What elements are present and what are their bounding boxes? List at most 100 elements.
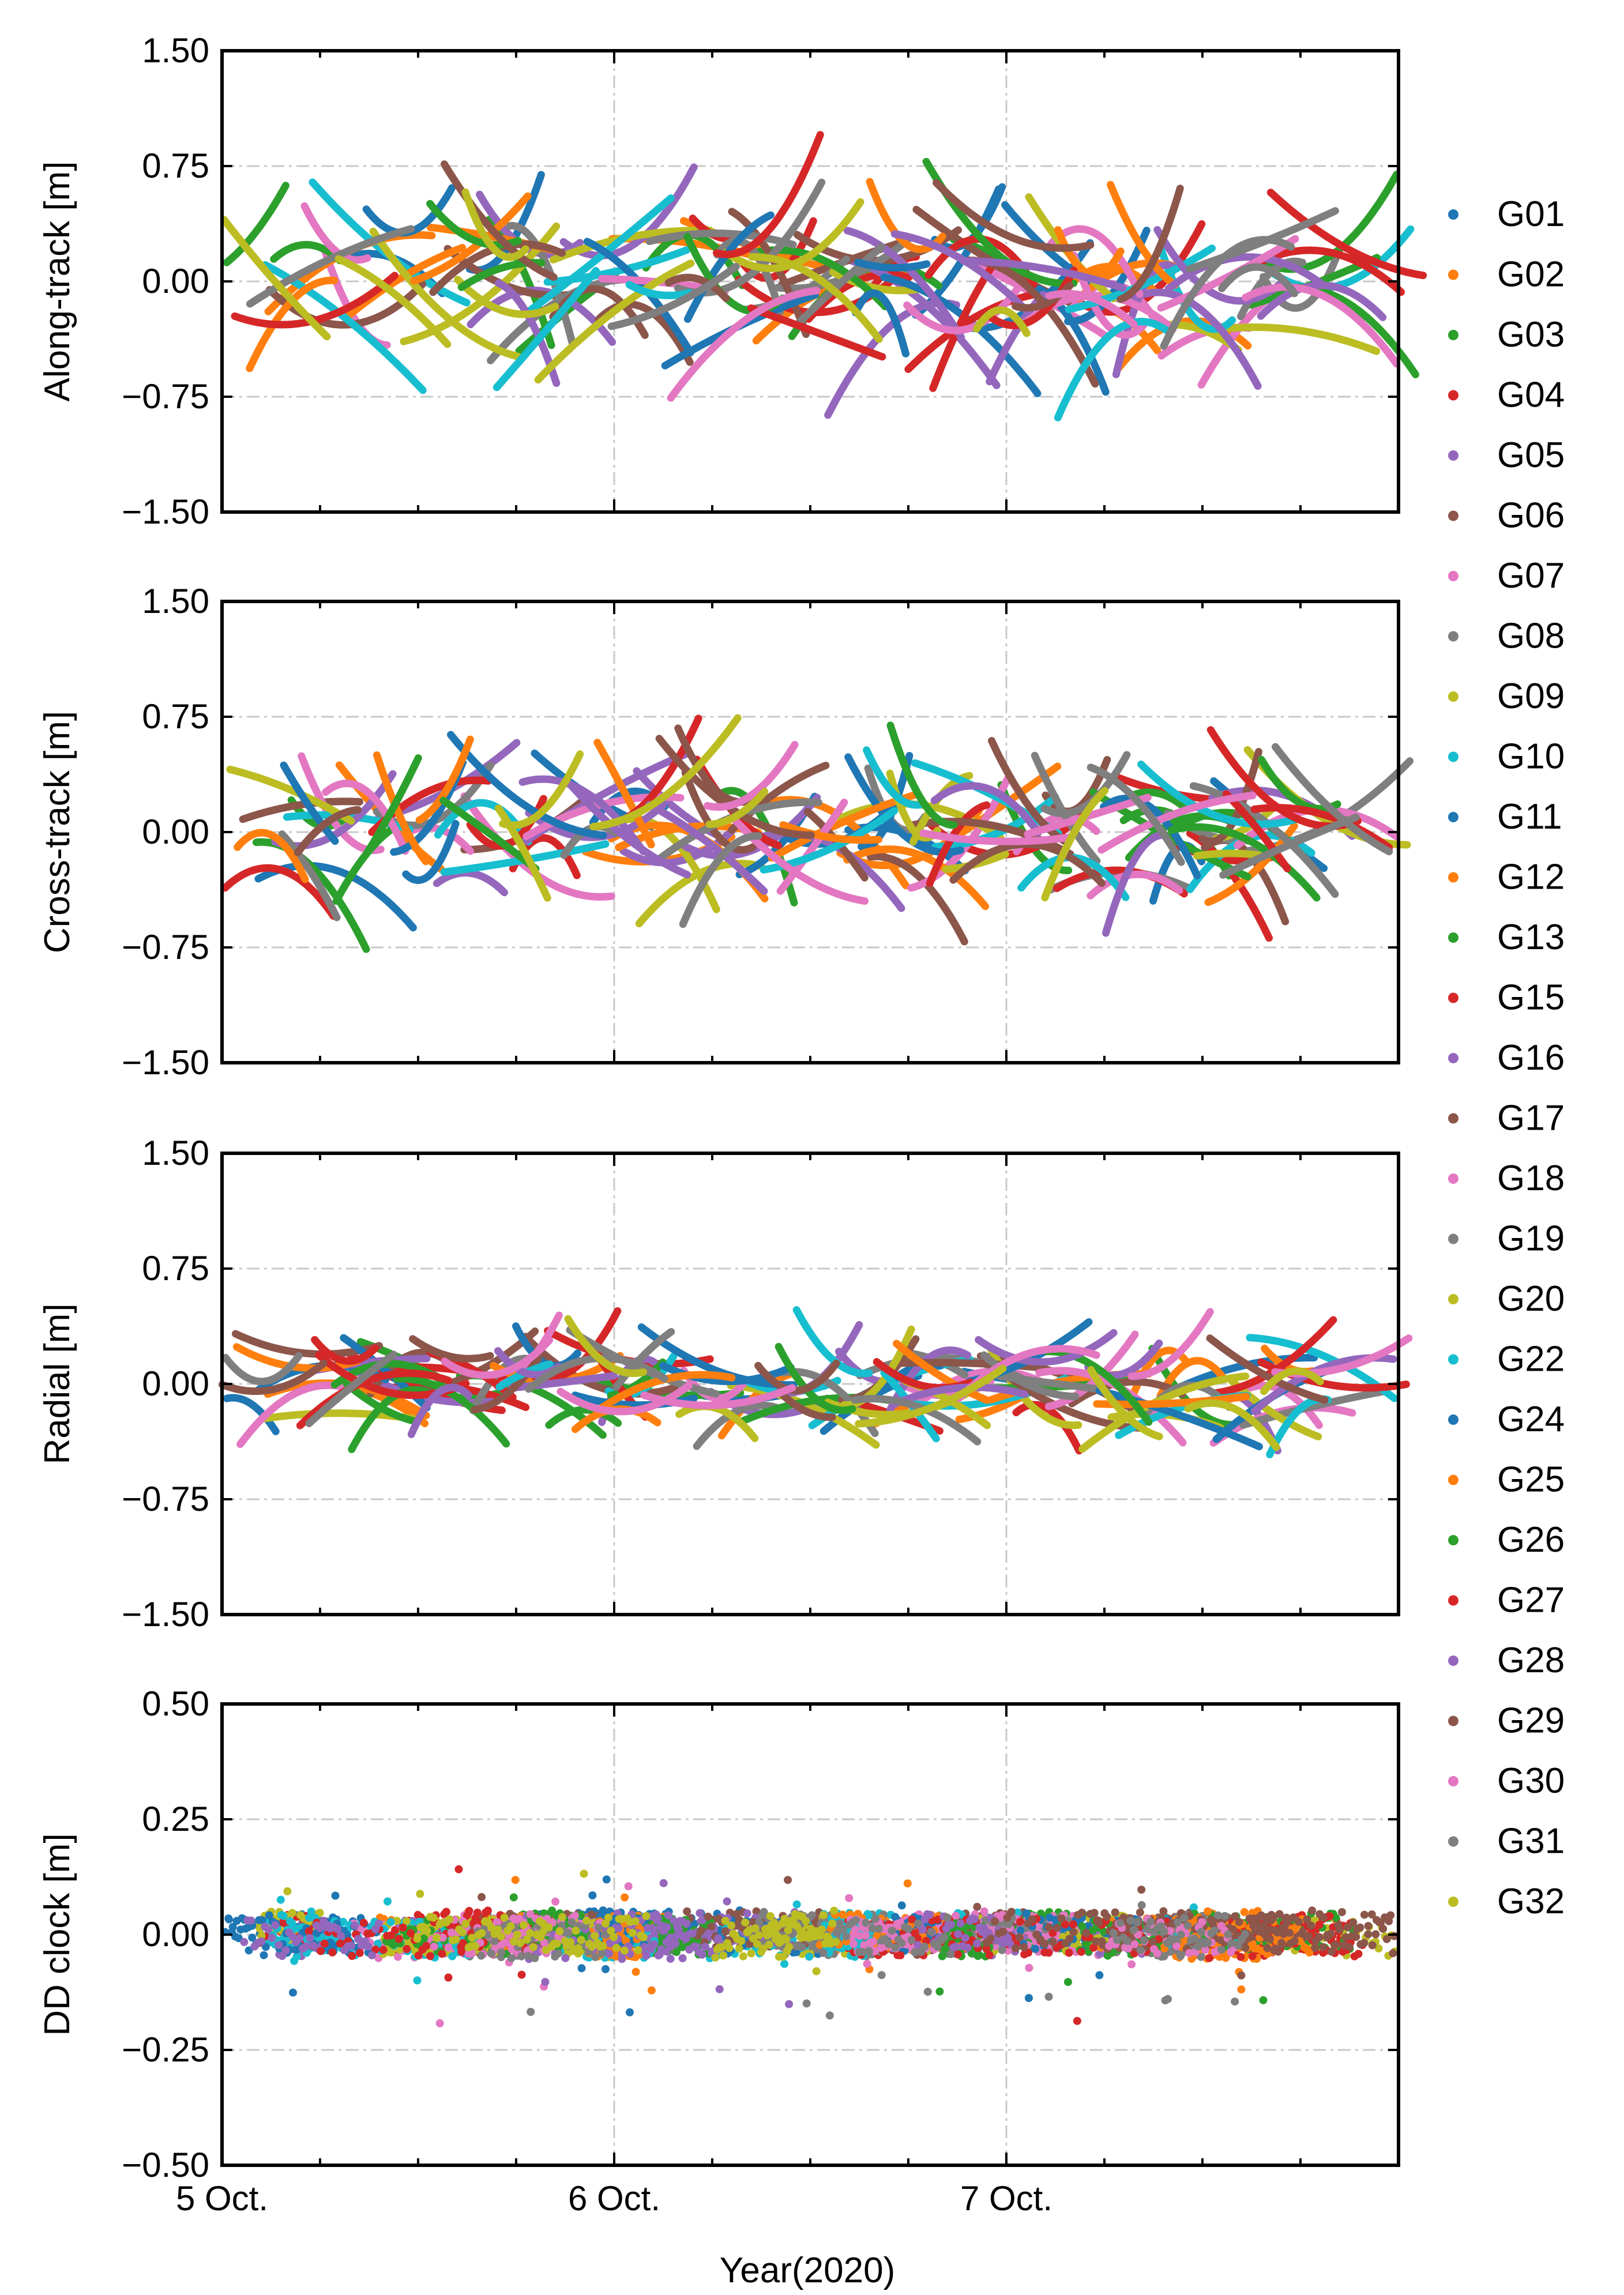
data-point	[1307, 1921, 1315, 1930]
data-point	[368, 1951, 376, 1959]
satellite-arc	[704, 740, 799, 811]
data-point	[1016, 1933, 1024, 1942]
data-point	[1153, 1949, 1161, 1958]
data-point	[288, 1909, 296, 1917]
data-point	[805, 1952, 814, 1961]
data-point	[1356, 1923, 1364, 1932]
data-point	[1319, 1913, 1328, 1922]
data-point	[1385, 1917, 1393, 1925]
data-point	[1379, 1924, 1388, 1933]
data-point	[430, 1943, 438, 1951]
data-point	[1341, 1933, 1350, 1942]
data-point	[302, 1942, 311, 1951]
satellite-arc	[680, 1367, 747, 1402]
data-point	[1166, 1927, 1174, 1935]
satellite-arc	[566, 781, 691, 879]
satellite-arc	[557, 1382, 693, 1416]
data-point	[1185, 1949, 1193, 1958]
series-G28	[518, 775, 1167, 937]
data-point	[389, 1940, 397, 1949]
data-point	[355, 1948, 364, 1957]
satellite-arc	[1044, 1330, 1139, 1410]
data-point	[975, 1951, 983, 1959]
data-point	[624, 1882, 633, 1891]
data-point	[1368, 1941, 1377, 1950]
data-point	[1025, 1963, 1033, 1972]
satellite-arc	[1097, 792, 1257, 854]
data-point	[697, 1927, 705, 1935]
data-point	[1092, 1937, 1100, 1946]
satellite-arc	[1130, 288, 1262, 390]
data-point	[517, 1970, 526, 1979]
data-point	[605, 1949, 614, 1958]
satellite-arc	[393, 1375, 510, 1448]
data-point	[364, 1943, 373, 1951]
data-point	[682, 1920, 691, 1928]
satellite-arc	[851, 1395, 982, 1446]
data-point	[241, 1924, 250, 1933]
data-point	[1025, 1994, 1033, 2002]
data-point	[1265, 1925, 1274, 1934]
y-tick-label: 0.00	[142, 1364, 209, 1403]
data-point	[714, 1934, 723, 1943]
data-point	[780, 1959, 789, 1968]
data-point	[442, 1908, 450, 1916]
data-point	[1339, 1947, 1347, 1956]
satellite-arc	[880, 273, 1042, 397]
data-point	[438, 1950, 446, 1958]
data-point	[261, 1943, 270, 1951]
data-point	[279, 1912, 288, 1920]
y-tick-label: −1.50	[122, 1595, 209, 1634]
data-point	[954, 1930, 963, 1939]
data-point	[1273, 1928, 1282, 1937]
satellite-arc	[1156, 1357, 1227, 1399]
data-point	[1148, 1937, 1157, 1946]
data-point	[393, 1917, 401, 1925]
satellite-arc	[220, 216, 331, 341]
data-point	[953, 1950, 962, 1959]
y-axis-title: Along-track [m]	[37, 161, 77, 402]
data-point	[1257, 1911, 1265, 1920]
data-point	[493, 1918, 501, 1927]
data-point	[454, 1865, 463, 1873]
data-point	[290, 1957, 299, 1965]
satellite-arc	[890, 1383, 1028, 1408]
satellite-arc	[988, 737, 1071, 846]
satellite-arc	[518, 775, 647, 855]
satellite-arc	[1153, 226, 1285, 305]
satellite-arc	[1068, 1378, 1186, 1408]
data-point	[1344, 1923, 1352, 1932]
data-point	[276, 1895, 285, 1904]
satellite-arc	[1246, 1334, 1399, 1402]
satellite-arc	[447, 731, 607, 840]
data-point	[248, 1933, 257, 1942]
data-point	[548, 1906, 557, 1915]
satellite-arc	[1054, 226, 1125, 279]
data-point	[1069, 1928, 1078, 1936]
data-point	[407, 1929, 415, 1937]
satellite-arc	[1054, 318, 1172, 422]
satellite-arc	[664, 273, 730, 302]
data-point	[666, 1954, 675, 1963]
data-point	[1130, 1940, 1139, 1948]
series-G28	[890, 226, 1387, 321]
satellite-arc	[754, 1359, 840, 1394]
data-point	[1275, 1910, 1284, 1918]
data-point	[1374, 1944, 1383, 1952]
data-point	[1096, 1950, 1104, 1958]
data-point	[1016, 1917, 1024, 1926]
data-point	[999, 1939, 1008, 1947]
data-point	[257, 1932, 266, 1940]
satellite-arc	[311, 1335, 379, 1365]
satellite-arc	[549, 227, 714, 264]
satellite-arc	[560, 823, 621, 859]
data-point	[851, 1925, 859, 1934]
data-point	[515, 1914, 524, 1923]
data-point	[1352, 1932, 1360, 1941]
data-point	[394, 1935, 403, 1943]
satellite-arc	[415, 735, 474, 824]
data-point	[1012, 1944, 1020, 1952]
satellite-arc	[890, 230, 1029, 313]
